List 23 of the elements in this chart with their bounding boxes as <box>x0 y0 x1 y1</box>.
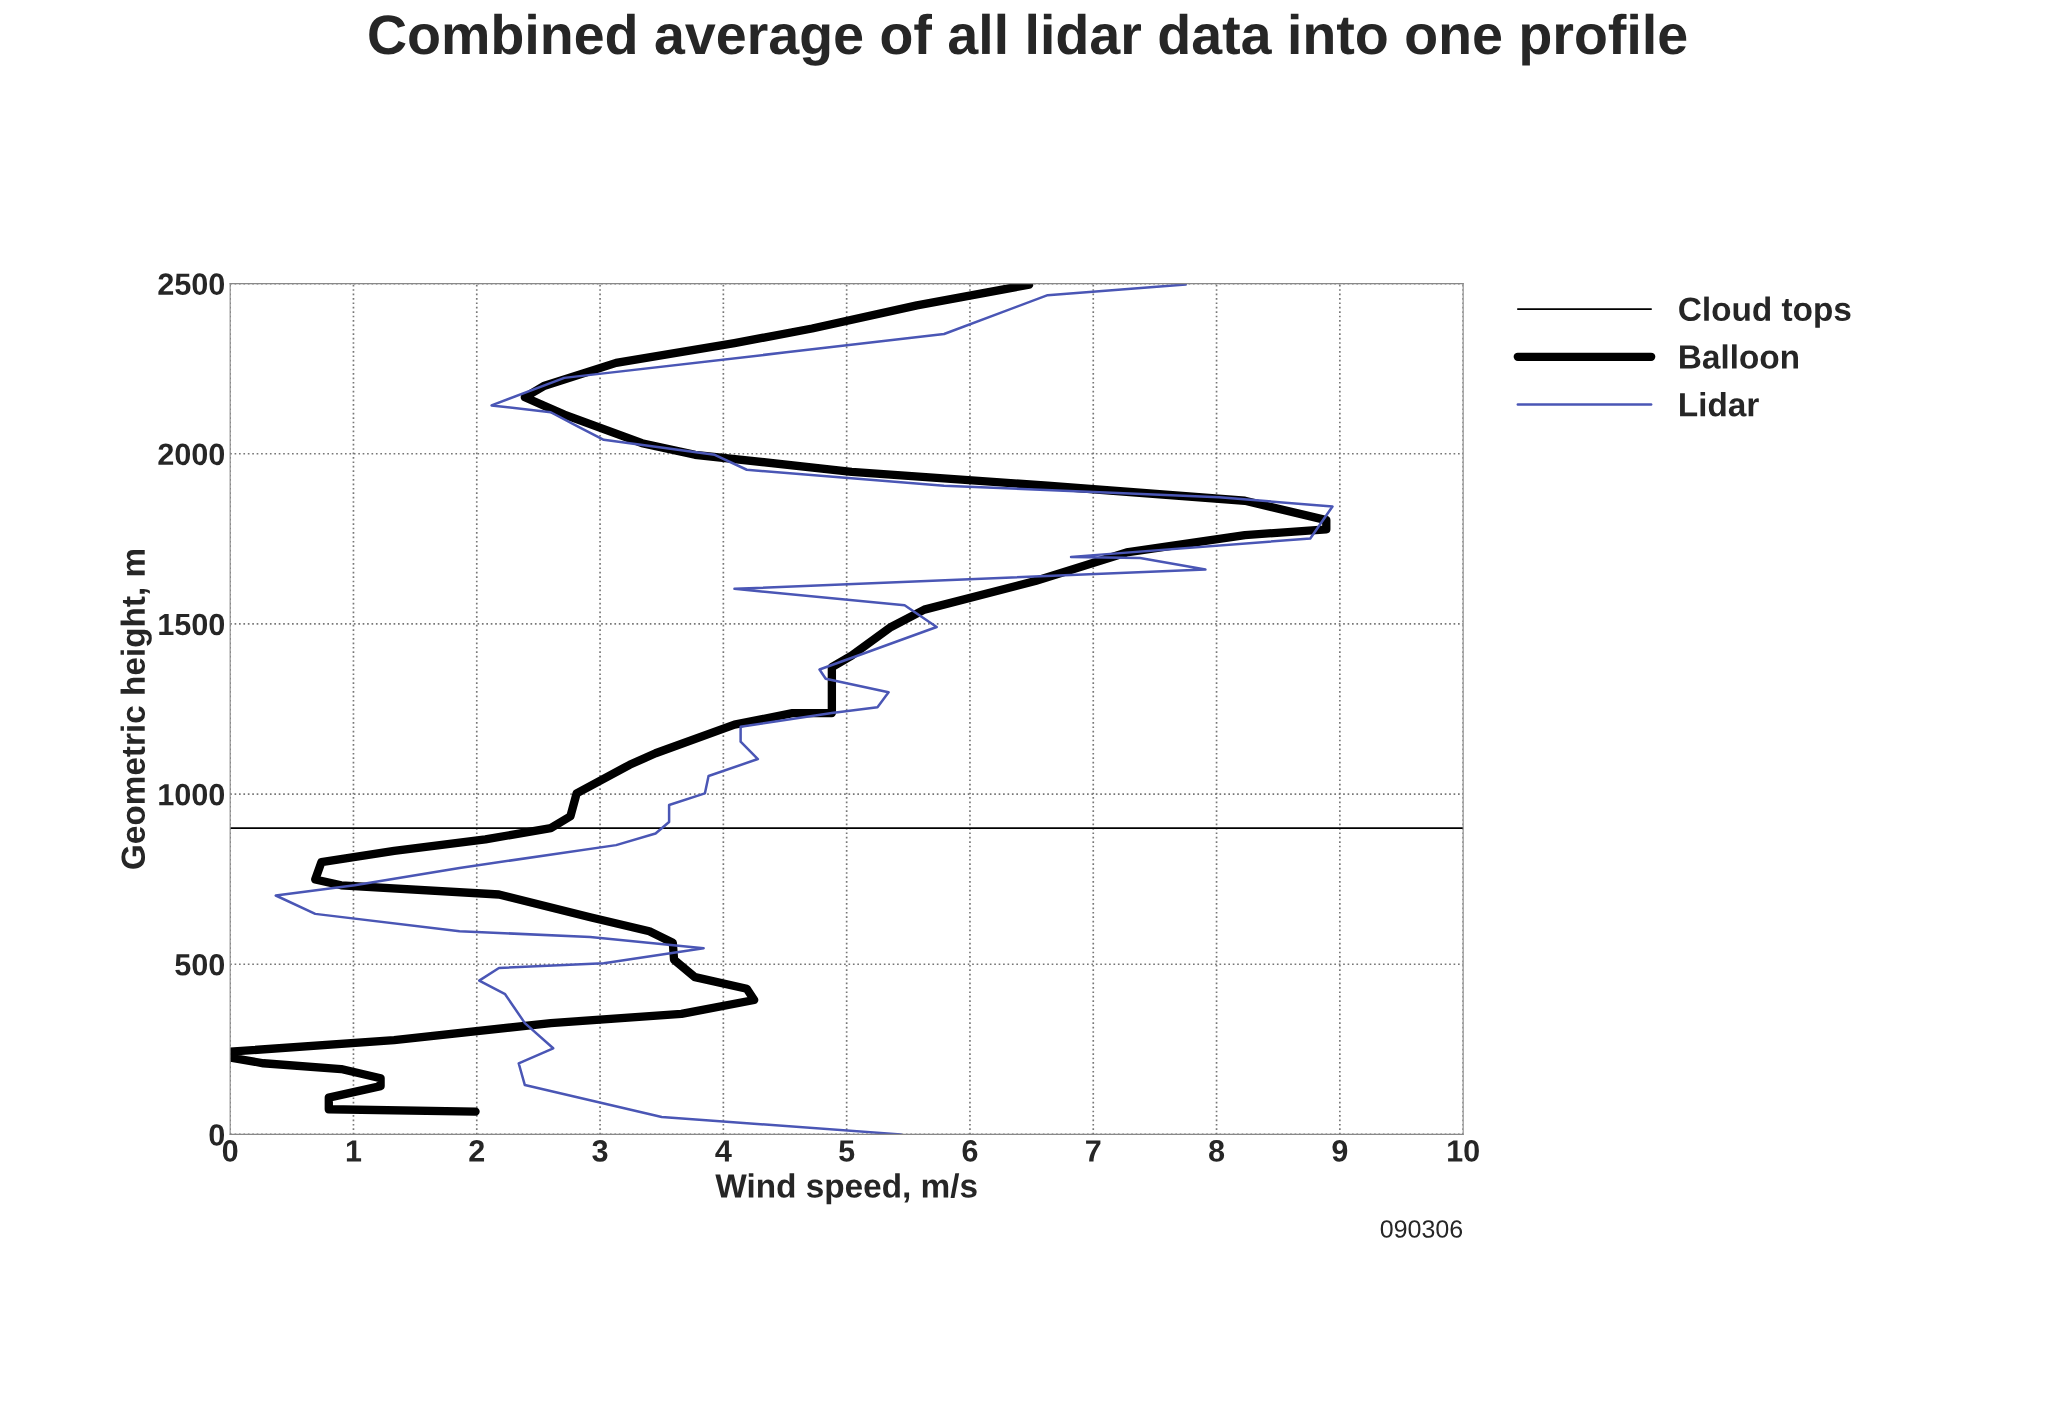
x-tick-label: 9 <box>1332 1140 1348 1162</box>
y-tick-label: 2500 <box>158 273 225 295</box>
legend-label: Balloon <box>1680 344 1798 369</box>
chart-title: Combined average of all lidar data into one profile <box>369 13 1687 66</box>
x-tick-label: 3 <box>592 1140 608 1162</box>
text: 090306 <box>1380 1220 1463 1238</box>
x-tick-label: 4 <box>715 1140 732 1162</box>
y-tick-label: 0 <box>209 1124 225 1146</box>
x-tick-label: 5 <box>839 1140 855 1162</box>
legend-label: Cloud tops <box>1679 296 1851 328</box>
x-tick-label: 7 <box>1086 1140 1101 1162</box>
x-tick-label: 2 <box>469 1140 485 1162</box>
x-tick-label: 10 <box>1448 1140 1479 1162</box>
y-tick-label: 2000 <box>158 443 225 466</box>
x-axis-title: Wind speed, m/s <box>715 1173 977 1205</box>
x-tick-label: 1 <box>346 1140 362 1162</box>
x-tick-label: 6 <box>962 1140 978 1162</box>
y-tick-label: 1000 <box>159 783 225 806</box>
y-axis-title: Geometric height, m <box>120 549 152 869</box>
y-tick-label: 500 <box>175 953 225 976</box>
legend-label: Lidar <box>1680 392 1759 417</box>
x-tick-label: 8 <box>1209 1140 1225 1162</box>
y-tick-label: 1500 <box>159 613 225 636</box>
